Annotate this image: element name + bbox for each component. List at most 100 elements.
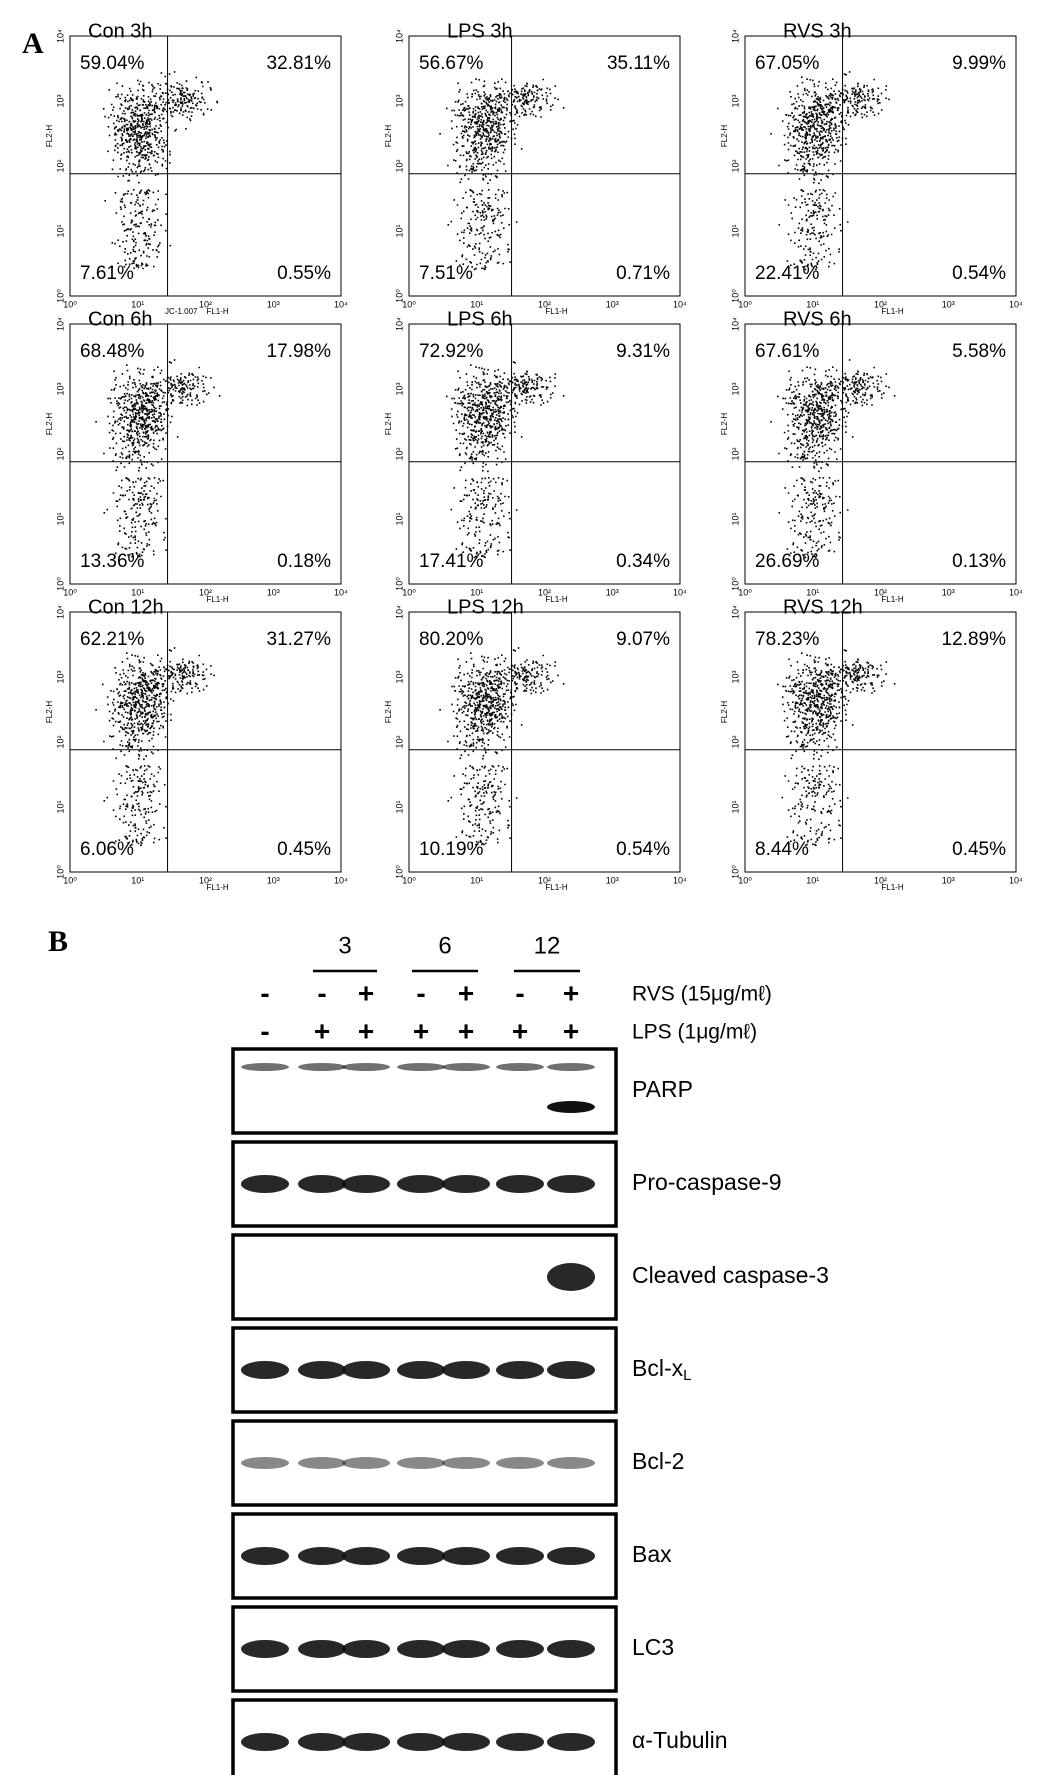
y-tick-label: 10³ (730, 94, 740, 107)
quadrant-percent: 78.23% (755, 629, 820, 650)
quadrant-percent: 9.99% (952, 53, 1006, 74)
blot-band (241, 1457, 289, 1469)
treatment-sign: + (563, 1015, 579, 1046)
blot-band (342, 1733, 390, 1751)
y-tick-label: 10¹ (394, 224, 404, 237)
quadrant-percent: 9.07% (616, 629, 670, 650)
x-axis-label: FL1-H (206, 595, 228, 604)
x-axis-label: FL1-H (881, 883, 903, 892)
blot-band (241, 1063, 289, 1071)
x-tick-label: 10¹ (131, 875, 144, 885)
treatment-sign: - (317, 977, 326, 1008)
x-tick-label: 10¹ (806, 587, 819, 597)
blot-label: α-Tubulin (632, 1727, 728, 1753)
quadrant-percent: 22.41% (755, 263, 820, 284)
blot-band (298, 1733, 346, 1751)
x-tick-label: 10² (874, 875, 887, 885)
quadrant-percent: 0.45% (952, 839, 1006, 860)
y-tick-label: 10⁰ (394, 289, 404, 303)
scatter-dots (439, 647, 565, 846)
panel-label: B (48, 925, 68, 958)
quadrant-percent: 59.04% (80, 53, 145, 74)
y-tick-label: 10² (730, 447, 740, 460)
x-tick-label: 10⁰ (402, 875, 416, 885)
y-axis-label: FL2-H (45, 125, 54, 147)
plot-frame (744, 35, 1017, 297)
y-axis-label: FL2-H (384, 701, 393, 723)
quadrant-percent: 0.13% (952, 551, 1006, 572)
x-tick-label: 10⁰ (63, 299, 77, 309)
blot-band (442, 1361, 490, 1379)
y-axis-label: FL2-H (720, 413, 729, 435)
blot-band (342, 1063, 390, 1071)
treatment-label: LPS (1μg/mℓ) (632, 1021, 757, 1044)
treatment-sign: + (512, 1015, 528, 1046)
blot-label: Bcl-xL (632, 1355, 691, 1384)
blot-band (342, 1457, 390, 1469)
y-tick-label: 10⁰ (730, 289, 740, 303)
y-tick-label: 10⁰ (55, 577, 65, 591)
plot-frame (408, 323, 681, 585)
x-tick-label: 10² (538, 875, 551, 885)
x-tick-label: 10¹ (470, 587, 483, 597)
plot-frame (69, 323, 342, 585)
y-tick-label: 10⁴ (394, 29, 404, 43)
blot-band (241, 1547, 289, 1565)
treatment-sign: + (314, 1015, 330, 1046)
scatter-dots (777, 649, 896, 847)
scatter-dots (95, 647, 215, 847)
x-axis-label: FL1-H (881, 307, 903, 316)
y-tick-label: 10¹ (55, 512, 65, 525)
scatter-dots (95, 359, 221, 558)
x-tick-label: 10¹ (470, 875, 483, 885)
scatter-dots (770, 71, 890, 271)
blot-band (397, 1640, 445, 1658)
blot-band (547, 1547, 595, 1565)
x-tick-label: 10² (199, 875, 212, 885)
blot-band (298, 1457, 346, 1469)
x-tick-label: 10⁴ (1009, 875, 1023, 885)
quadrant-percent: 10.19% (419, 839, 484, 860)
x-tick-label: 10² (199, 299, 212, 309)
plot-frame (69, 35, 342, 297)
blot-band (496, 1547, 544, 1565)
y-tick-label: 10³ (394, 94, 404, 107)
blot-band (241, 1175, 289, 1193)
x-axis-label: FL1-H (206, 307, 228, 316)
x-axis-label: FL1-H (545, 883, 567, 892)
x-axis-label: FL1-H (881, 595, 903, 604)
quadrant-percent: 67.61% (755, 341, 820, 362)
blot-band (397, 1457, 445, 1469)
x-tick-label: 10³ (942, 587, 955, 597)
y-tick-label: 10⁰ (394, 577, 404, 591)
blot-band (442, 1733, 490, 1751)
y-tick-label: 10⁴ (730, 317, 740, 331)
treatment-sign: + (358, 977, 374, 1008)
plot-frame (744, 611, 1017, 873)
y-tick-label: 10² (55, 447, 65, 460)
x-tick-label: 10² (874, 299, 887, 309)
y-tick-label: 10⁴ (394, 605, 404, 619)
quadrant-percent: 0.55% (277, 263, 331, 284)
quadrant-percent: 13.36% (80, 551, 145, 572)
blot-band (442, 1640, 490, 1658)
y-tick-label: 10¹ (394, 512, 404, 525)
y-axis-label: FL2-H (384, 413, 393, 435)
x-tick-label: 10⁰ (63, 875, 77, 885)
blot-label: Pro-caspase-9 (632, 1169, 782, 1195)
x-tick-label: 10³ (942, 299, 955, 309)
time-label: 6 (438, 932, 451, 959)
quadrant-percent: 80.20% (419, 629, 484, 650)
y-tick-label: 10² (394, 735, 404, 748)
blot-band (241, 1640, 289, 1658)
x-tick-label: 10⁴ (673, 299, 687, 309)
x-tick-label: 10⁰ (402, 587, 416, 597)
blot-band (496, 1640, 544, 1658)
dot-plot: Con 6h JC-1.007 68.48% 17.98% 13.36% 0.18% 10⁰… (45, 307, 348, 604)
y-tick-label: 10⁰ (394, 865, 404, 879)
quadrant-percent: 17.41% (419, 551, 484, 572)
treatment-sign: + (358, 1015, 374, 1046)
